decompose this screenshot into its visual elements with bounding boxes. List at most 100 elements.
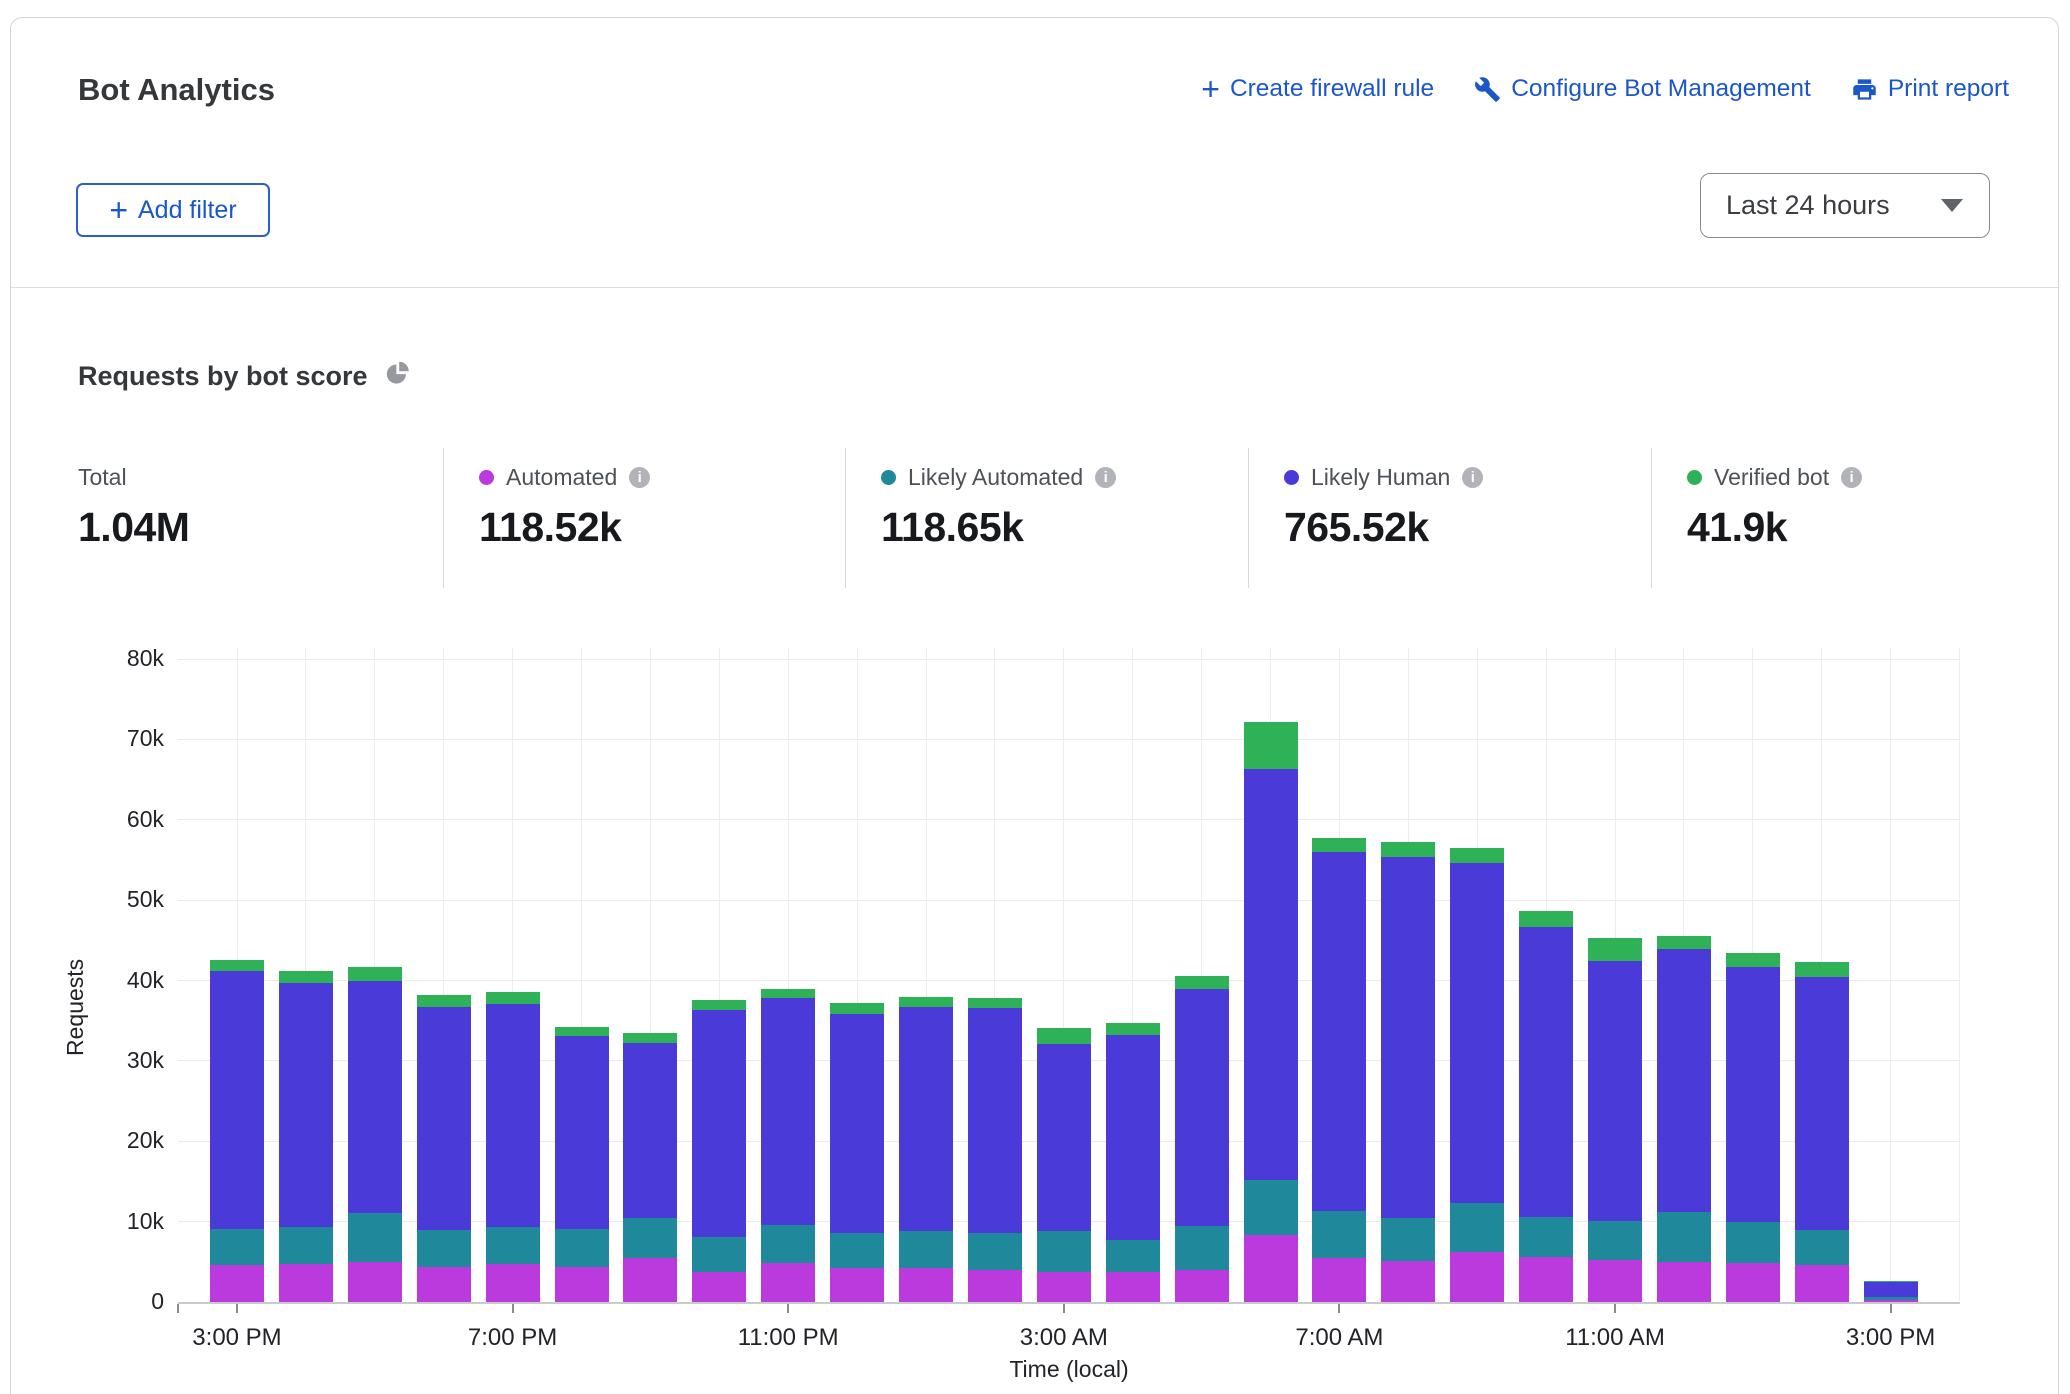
bar-1-00-pm[interactable] xyxy=(1726,953,1780,1302)
bar-segment-likely-human xyxy=(1037,1044,1091,1231)
add-filter-button[interactable]: + Add filter xyxy=(76,183,270,237)
bar-segment-automated xyxy=(1519,1257,1573,1302)
bar-segment-automated xyxy=(279,1264,333,1302)
configure-bot-management-link[interactable]: Configure Bot Management xyxy=(1474,75,1811,103)
stat-automated: Automatedi118.52k xyxy=(443,448,845,588)
bar-segment-likely-automated xyxy=(623,1218,677,1257)
bar-9-00-pm[interactable] xyxy=(623,1033,677,1302)
bar-segment-automated xyxy=(1244,1235,1298,1302)
time-range-value: Last 24 hours xyxy=(1726,190,1941,221)
bar-segment-likely-human xyxy=(417,1007,471,1230)
info-icon[interactable]: i xyxy=(1841,467,1862,488)
bar-4-00-am[interactable] xyxy=(1106,1023,1160,1302)
bar-7-00-pm[interactable] xyxy=(486,992,540,1302)
bar-3-00-pm[interactable] xyxy=(210,960,264,1302)
bar-1-00-am[interactable] xyxy=(899,997,953,1302)
bar-segment-likely-human xyxy=(1795,977,1849,1229)
bar-segment-verified-bot xyxy=(1381,842,1435,856)
create-firewall-rule-link[interactable]: + Create firewall rule xyxy=(1201,75,1434,103)
bar-segment-automated xyxy=(1175,1270,1229,1302)
bar-segment-likely-automated xyxy=(1657,1212,1711,1262)
bar-segment-likely-human xyxy=(1381,857,1435,1219)
bar-segment-likely-human xyxy=(1864,1282,1918,1297)
bar-10-00-am[interactable] xyxy=(1519,911,1573,1302)
bar-segment-automated xyxy=(486,1264,540,1302)
print-report-label: Print report xyxy=(1888,75,2009,103)
bar-segment-verified-bot xyxy=(830,1003,884,1014)
bar-segment-likely-human xyxy=(692,1010,746,1237)
bar-segment-verified-bot xyxy=(210,960,264,971)
header-divider xyxy=(11,287,2058,288)
y-tick-label: 0 xyxy=(64,1288,164,1315)
page-title: Bot Analytics xyxy=(78,72,275,108)
bar-segment-automated xyxy=(1726,1263,1780,1302)
bar-segment-likely-automated xyxy=(1037,1231,1091,1272)
bar-segment-likely-automated xyxy=(1312,1211,1366,1258)
bar-segment-likely-human xyxy=(1726,967,1780,1222)
bar-segment-likely-human xyxy=(1312,852,1366,1211)
bar-8-00-am[interactable] xyxy=(1381,842,1435,1302)
print-report-link[interactable]: Print report xyxy=(1851,75,2009,103)
stat-label: Automated xyxy=(506,464,617,491)
bar-segment-automated xyxy=(1312,1258,1366,1302)
gridline-v xyxy=(1890,648,1891,1301)
bar-segment-verified-bot xyxy=(623,1033,677,1043)
bar-segment-verified-bot xyxy=(1588,938,1642,961)
bar-segment-likely-human xyxy=(279,983,333,1227)
bar-segment-automated xyxy=(1657,1262,1711,1302)
bar-segment-automated xyxy=(692,1272,746,1302)
info-icon[interactable]: i xyxy=(1462,467,1483,488)
bar-segment-likely-human xyxy=(1244,769,1298,1180)
x-tick-label: 7:00 PM xyxy=(413,1324,613,1352)
bar-5-00-am[interactable] xyxy=(1175,976,1229,1302)
bar-4-00-pm[interactable] xyxy=(279,971,333,1302)
bar-12-00-pm[interactable] xyxy=(1657,936,1711,1302)
bar-segment-verified-bot xyxy=(279,971,333,983)
time-range-select[interactable]: Last 24 hours xyxy=(1700,173,1990,238)
y-tick-label: 50k xyxy=(64,886,164,913)
bar-7-00-am[interactable] xyxy=(1312,838,1366,1302)
x-tick xyxy=(787,1304,789,1313)
bar-segment-likely-automated xyxy=(1175,1226,1229,1270)
bar-segment-likely-automated xyxy=(486,1227,540,1264)
bar-segment-likely-automated xyxy=(279,1227,333,1264)
info-icon[interactable]: i xyxy=(1095,467,1116,488)
chevron-down-icon xyxy=(1941,199,1963,212)
bar-2-00-pm[interactable] xyxy=(1795,962,1849,1302)
x-tick-label: 11:00 PM xyxy=(688,1324,888,1352)
bar-3-00-am[interactable] xyxy=(1037,1028,1091,1302)
bar-5-00-pm[interactable] xyxy=(348,967,402,1302)
bar-segment-likely-human xyxy=(555,1036,609,1229)
bar-segment-likely-automated xyxy=(1519,1217,1573,1257)
bar-3-00-pm[interactable] xyxy=(1864,1281,1918,1302)
bar-segment-likely-automated xyxy=(1795,1230,1849,1265)
bar-6-00-am[interactable] xyxy=(1244,722,1298,1302)
bar-segment-likely-human xyxy=(1450,863,1504,1203)
bar-segment-verified-bot xyxy=(1106,1023,1160,1035)
info-icon[interactable]: i xyxy=(629,467,650,488)
bar-2-00-am[interactable] xyxy=(968,998,1022,1302)
bar-11-00-am[interactable] xyxy=(1588,938,1642,1302)
bar-segment-verified-bot xyxy=(348,967,402,981)
bar-segment-verified-bot xyxy=(899,997,953,1007)
bar-12-00-am[interactable] xyxy=(830,1003,884,1302)
bar-8-00-pm[interactable] xyxy=(555,1027,609,1302)
printer-icon xyxy=(1851,76,1878,103)
bar-segment-likely-automated xyxy=(1450,1203,1504,1252)
bar-10-00-pm[interactable] xyxy=(692,1000,746,1302)
bar-segment-likely-human xyxy=(968,1008,1022,1233)
section-title: Requests by bot score xyxy=(78,361,368,392)
x-tick-label: 3:00 PM xyxy=(137,1324,337,1352)
bar-segment-automated xyxy=(899,1268,953,1302)
header-actions: + Create firewall rule Configure Bot Man… xyxy=(1201,75,2009,103)
bar-11-00-pm[interactable] xyxy=(761,989,815,1302)
bar-segment-automated xyxy=(968,1270,1022,1302)
bar-6-00-pm[interactable] xyxy=(417,995,471,1302)
wrench-icon xyxy=(1474,76,1501,103)
bar-segment-likely-human xyxy=(348,981,402,1212)
x-tick-label: 3:00 AM xyxy=(964,1324,1164,1352)
bar-segment-likely-automated xyxy=(692,1237,746,1272)
bar-segment-automated xyxy=(555,1267,609,1302)
bar-9-00-am[interactable] xyxy=(1450,848,1504,1302)
bar-segment-verified-bot xyxy=(1175,976,1229,988)
